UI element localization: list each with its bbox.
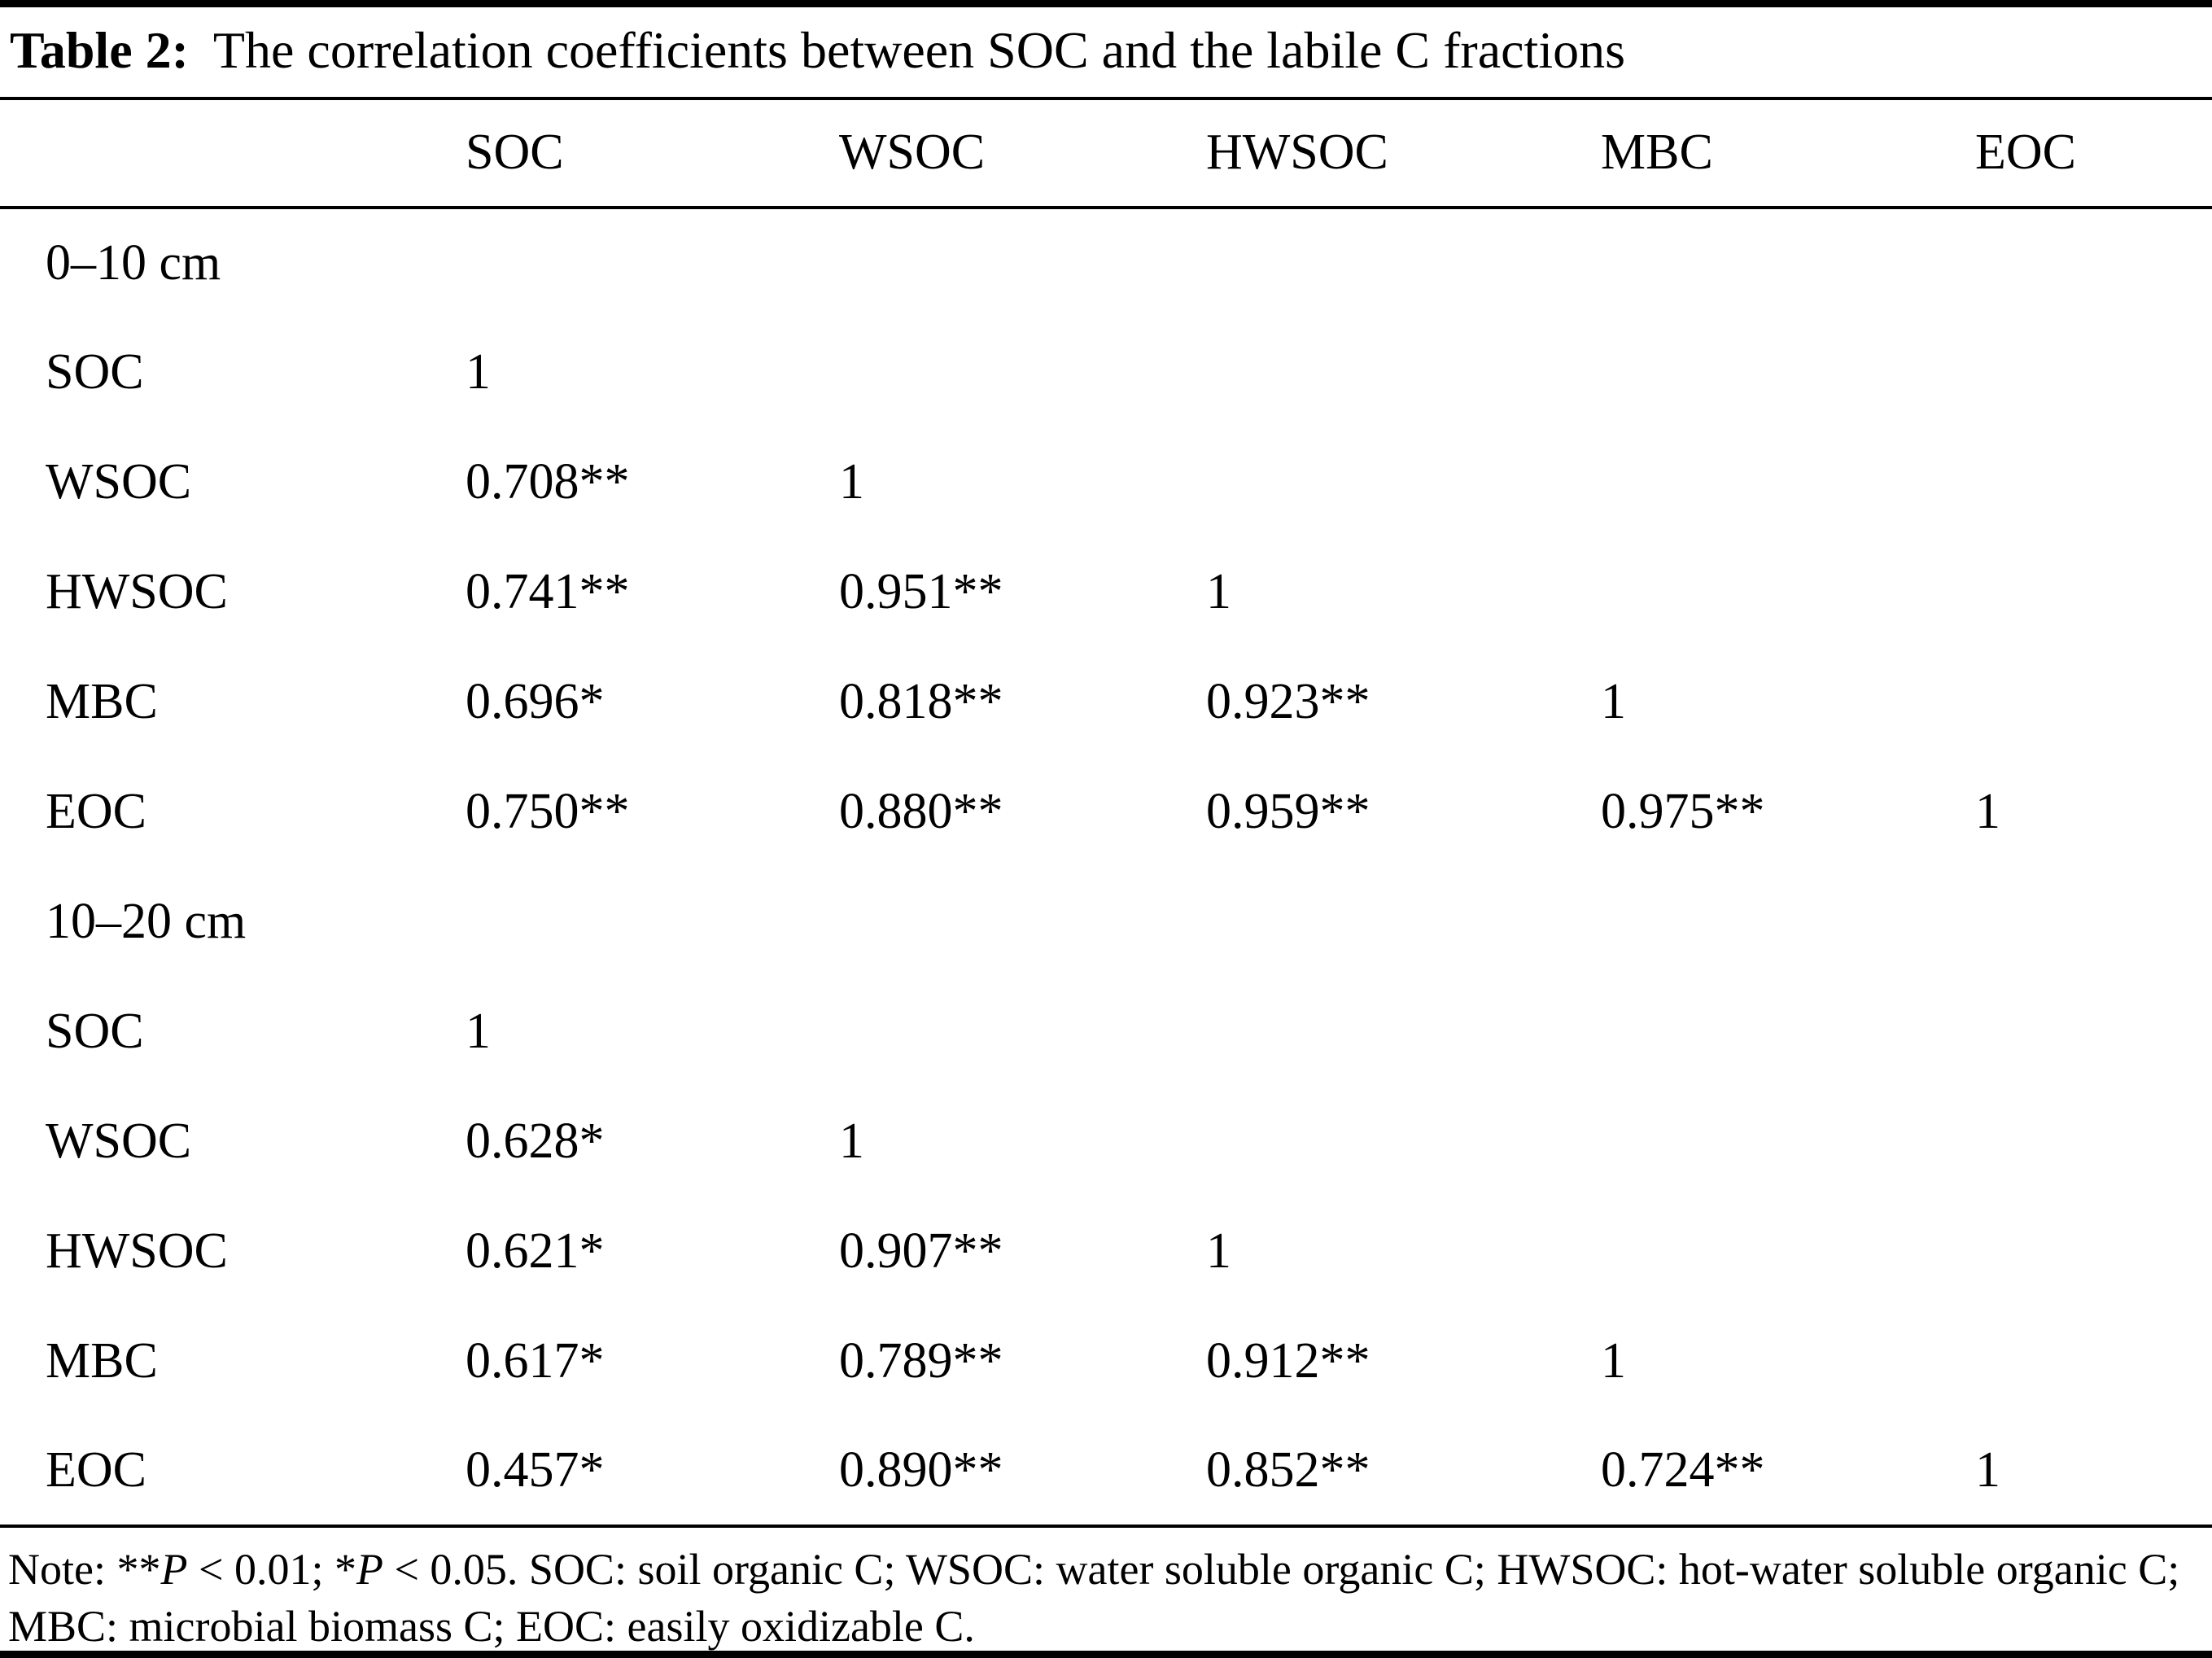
cell: 0.923** xyxy=(1206,673,1370,729)
table-row: WSOC 0.708** 1 xyxy=(0,427,2212,537)
cell: 0.852** xyxy=(1206,1441,1370,1498)
cell: 1 xyxy=(1601,673,1626,729)
note-text: Note: ** xyxy=(8,1544,161,1594)
cell: 0.741** xyxy=(466,563,630,619)
row-label: EOC xyxy=(46,783,146,839)
row-label: MBC xyxy=(46,1332,158,1389)
cell xyxy=(1601,977,1975,1087)
cell: 1 xyxy=(1975,783,2000,839)
cell xyxy=(1975,427,2212,537)
cell xyxy=(1601,427,1975,537)
column-header-wsoc: WSOC xyxy=(839,125,986,181)
note-italic-p: P xyxy=(356,1544,383,1594)
cell: 1 xyxy=(1206,1223,1231,1279)
cell: 1 xyxy=(1975,1441,2000,1498)
cell: 1 xyxy=(466,343,491,400)
note-text: < 0.01; * xyxy=(187,1544,356,1594)
cell: 0.696* xyxy=(466,673,605,729)
cell xyxy=(1601,537,1975,647)
table-row: WSOC 0.628* 1 xyxy=(0,1087,2212,1196)
cell: 0.750** xyxy=(466,783,630,839)
cell xyxy=(1975,1306,2212,1416)
header-row: SOC WSOC HWSOC MBC EOC xyxy=(0,100,2212,208)
row-label: HWSOC xyxy=(46,1223,228,1279)
table-row: MBC 0.696* 0.818** 0.923** 1 xyxy=(0,647,2212,757)
column-header-mbc: MBC xyxy=(1601,125,1713,181)
table-row: SOC 1 xyxy=(0,977,2212,1087)
cell: 0.912** xyxy=(1206,1332,1370,1389)
cell xyxy=(1206,977,1601,1087)
row-label: EOC xyxy=(46,1441,146,1498)
row-label: MBC xyxy=(46,673,158,729)
cell: 0.890** xyxy=(839,1441,1003,1498)
cell xyxy=(1601,1196,1975,1306)
table-row: HWSOC 0.621* 0.907** 1 xyxy=(0,1196,2212,1306)
cell: 1 xyxy=(1206,563,1231,619)
row-label: WSOC xyxy=(46,453,192,510)
table-title: Table 2: The correlation coefficients bet… xyxy=(0,7,2212,100)
cell: 1 xyxy=(839,453,864,510)
cell: 0.724** xyxy=(1601,1441,1765,1498)
cell xyxy=(1601,1087,1975,1196)
cell: 1 xyxy=(839,1113,864,1169)
cell xyxy=(1601,317,1975,427)
cell xyxy=(1206,1087,1601,1196)
cell: 1 xyxy=(466,1003,491,1059)
cell xyxy=(1975,977,2212,1087)
section-header-row: 0–10 cm xyxy=(0,208,2212,317)
cell: 0.880** xyxy=(839,783,1003,839)
cell: 0.975** xyxy=(1601,783,1765,839)
column-header-soc: SOC xyxy=(466,125,564,181)
cell: 0.708** xyxy=(466,453,630,510)
table-row: EOC 0.457* 0.890** 0.852** 0.724** 1 xyxy=(0,1416,2212,1526)
table-row: SOC 1 xyxy=(0,317,2212,427)
correlation-table: SOC WSOC HWSOC MBC EOC 0–10 cm SOC 1 WSO… xyxy=(0,100,2212,1528)
row-label: SOC xyxy=(46,343,144,400)
section-depth-label: 0–10 cm xyxy=(46,234,221,291)
cell: 0.951** xyxy=(839,563,1003,619)
section-header-row: 10–20 cm xyxy=(0,867,2212,977)
row-label: HWSOC xyxy=(46,563,228,619)
table-row: MBC 0.617* 0.789** 0.912** 1 xyxy=(0,1306,2212,1416)
cell xyxy=(839,977,1206,1087)
cell xyxy=(1975,537,2212,647)
cell xyxy=(1206,317,1601,427)
column-header-eoc: EOC xyxy=(1975,125,2076,181)
cell: 0.457* xyxy=(466,1441,605,1498)
table-row: HWSOC 0.741** 0.951** 1 xyxy=(0,537,2212,647)
cell: 1 xyxy=(1601,1332,1626,1389)
table-row: EOC 0.750** 0.880** 0.959** 0.975** 1 xyxy=(0,757,2212,867)
cell xyxy=(1975,1196,2212,1306)
cell: 0.628* xyxy=(466,1113,605,1169)
cell: 0.907** xyxy=(839,1223,1003,1279)
cell xyxy=(1975,647,2212,757)
cell xyxy=(1206,427,1601,537)
cell: 0.789** xyxy=(839,1332,1003,1389)
cell: 0.621* xyxy=(466,1223,605,1279)
table-caption: The correlation coefficients between SOC… xyxy=(212,21,1625,79)
cell: 0.959** xyxy=(1206,783,1370,839)
cell xyxy=(1975,317,2212,427)
row-label: SOC xyxy=(46,1003,144,1059)
note-italic-p: P xyxy=(160,1544,188,1594)
cell: 0.617* xyxy=(466,1332,605,1389)
cell xyxy=(839,317,1206,427)
column-header-empty xyxy=(0,100,466,208)
cell xyxy=(1975,1087,2212,1196)
table-number: Table 2: xyxy=(10,21,189,79)
column-header-hwsoc: HWSOC xyxy=(1206,125,1388,181)
cell: 0.818** xyxy=(839,673,1003,729)
row-label: WSOC xyxy=(46,1113,192,1169)
section-depth-label: 10–20 cm xyxy=(46,893,247,949)
note-text: < 0.05. SOC: soil organic C; WSOC: water… xyxy=(8,1544,2180,1651)
table-note: Note: **P < 0.01; *P < 0.05. SOC: soil o… xyxy=(0,1528,2212,1651)
